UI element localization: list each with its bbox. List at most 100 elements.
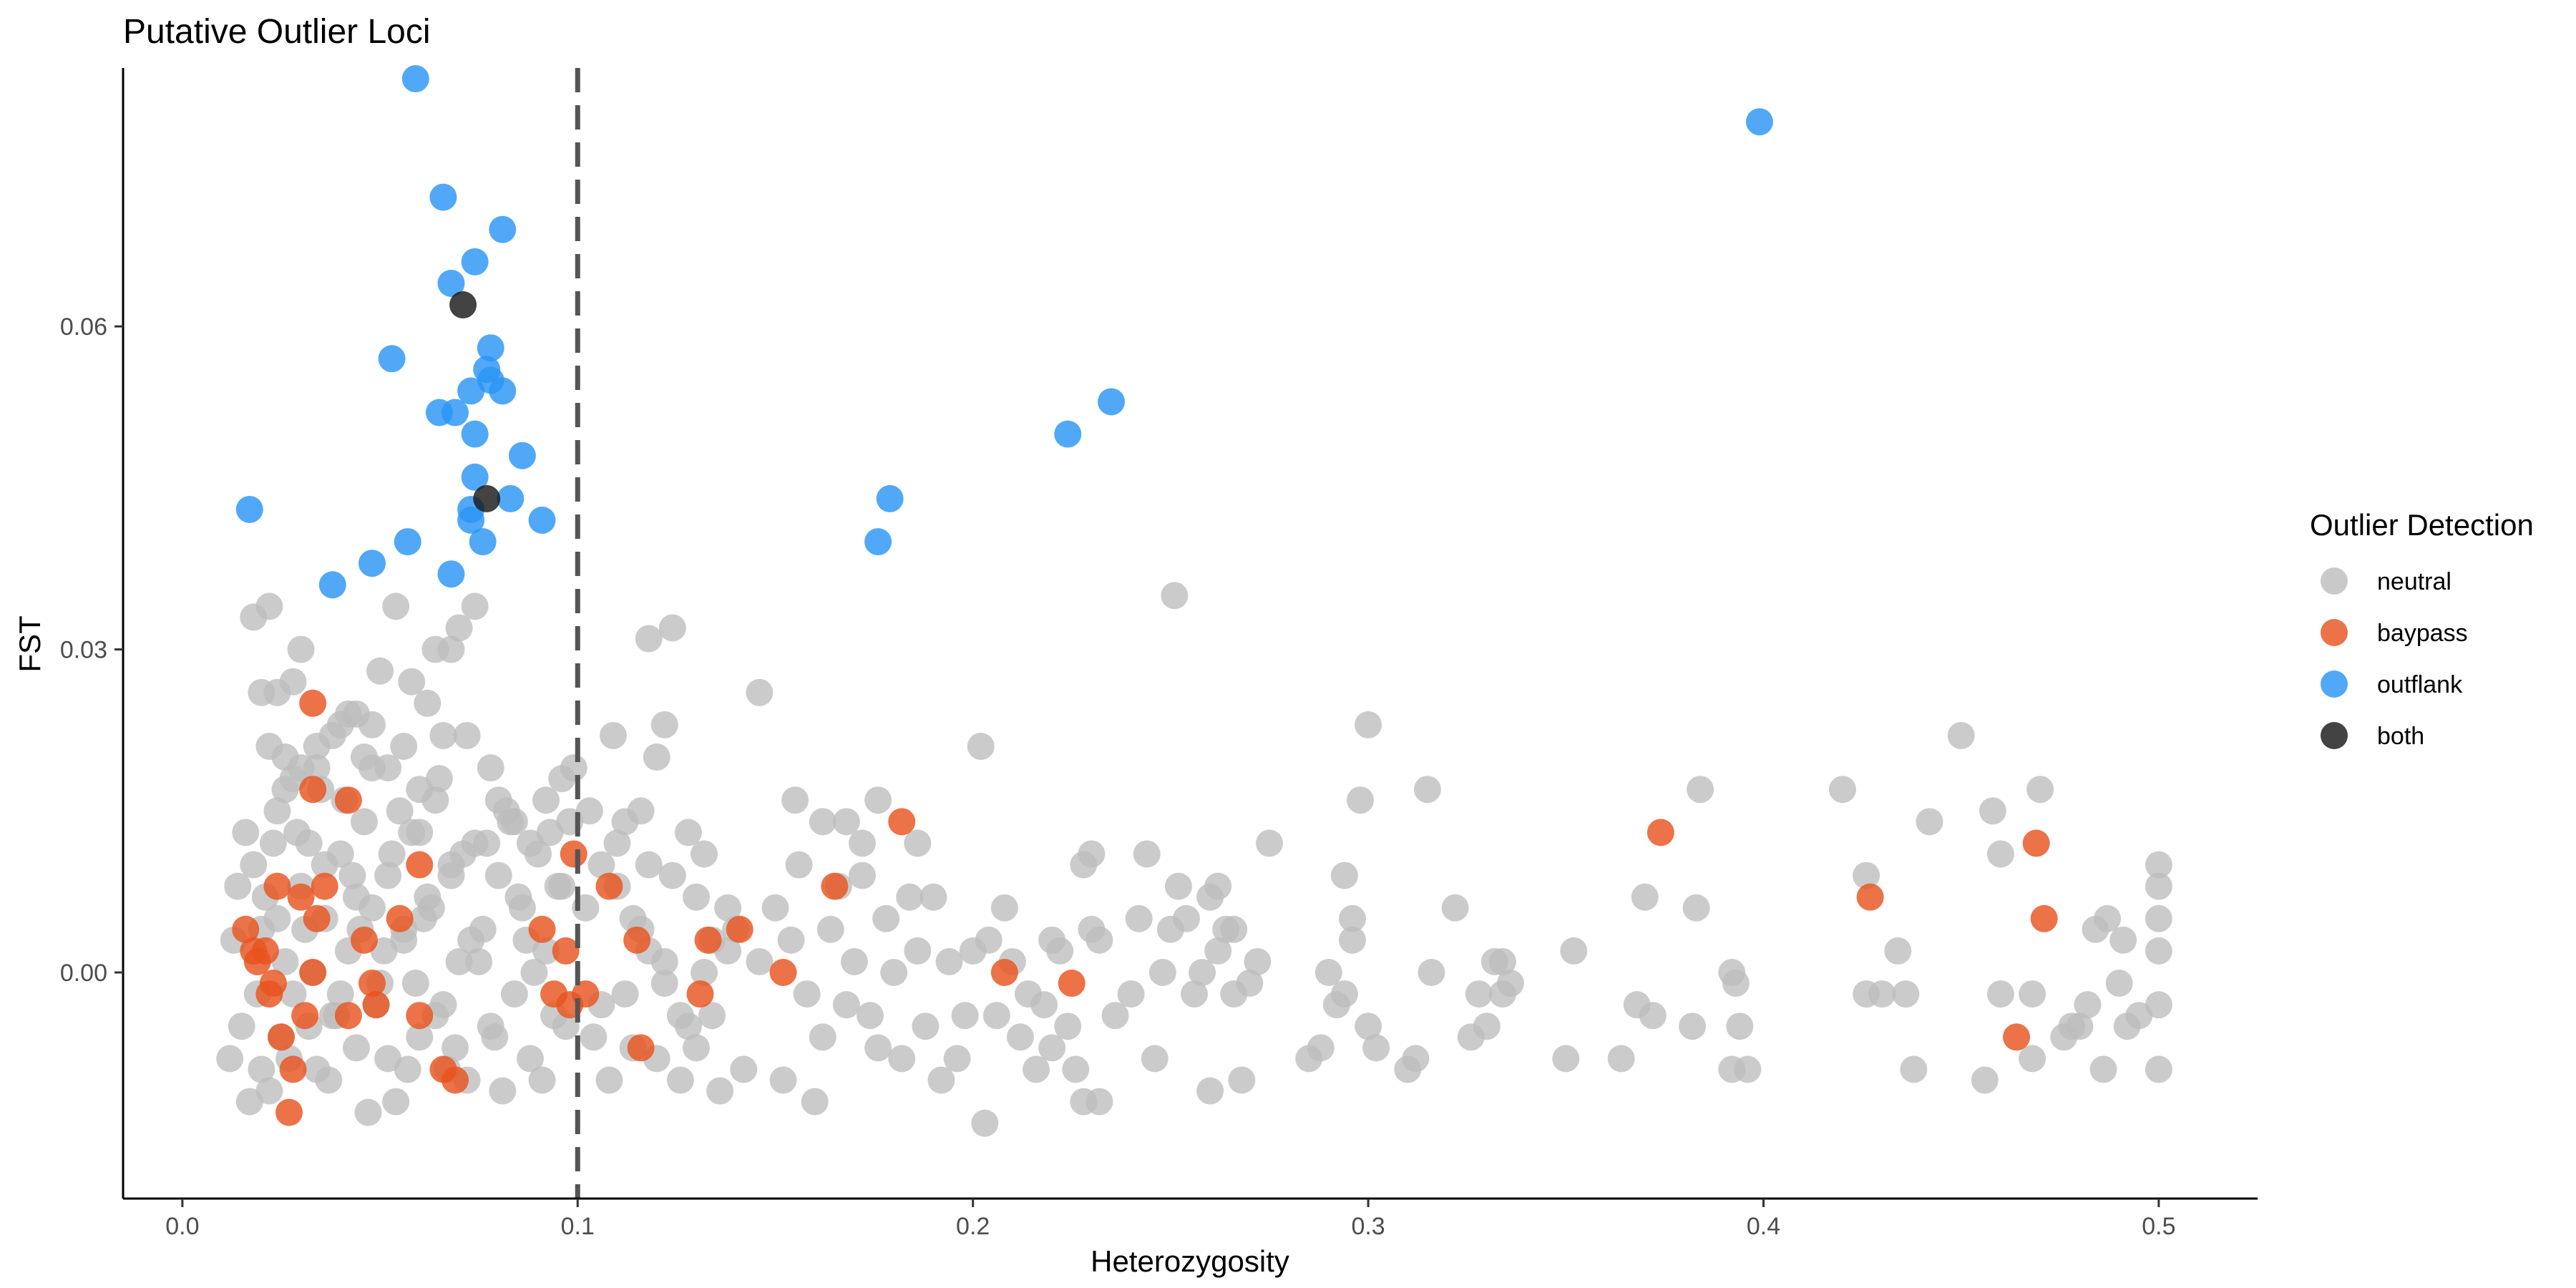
neutral-point: [2145, 937, 2172, 965]
neutral-point: [2109, 927, 2137, 954]
neutral-point: [952, 1002, 979, 1029]
neutral-point: [2026, 776, 2054, 803]
x-tick-label: 0.3: [1351, 1213, 1385, 1240]
outflank-point: [489, 377, 516, 404]
neutral-point: [418, 894, 445, 922]
neutral-point: [2145, 1055, 2172, 1083]
neutral-point: [1971, 1066, 1999, 1093]
neutral-point: [390, 733, 417, 760]
y-tick-label: 0.03: [60, 637, 107, 664]
neutral-point: [406, 819, 433, 846]
neutral-point: [1868, 980, 1896, 1008]
neutral-point: [967, 733, 995, 760]
neutral-point: [778, 927, 805, 954]
outflank-point: [402, 65, 429, 92]
neutral-point: [1734, 1055, 1761, 1083]
x-tick-label: 0.5: [2142, 1213, 2175, 1240]
neutral-point: [315, 1066, 342, 1093]
neutral-point: [379, 840, 406, 867]
neutral-point: [1196, 1078, 1224, 1105]
neutral-point: [1085, 1088, 1113, 1116]
neutral-point: [236, 1088, 263, 1116]
neutral-point: [643, 743, 670, 771]
outflank-point: [441, 399, 469, 426]
neutral-point: [781, 786, 809, 814]
neutral-point: [888, 1045, 915, 1072]
y-tick-label: 0.06: [60, 313, 107, 341]
neutral-point: [1631, 884, 1659, 911]
neutral-point: [1339, 905, 1366, 932]
neutral-point: [595, 1066, 623, 1093]
neutral-point: [1204, 873, 1231, 900]
neutral-point: [1473, 1013, 1501, 1040]
neutral-point: [402, 970, 429, 997]
outflank-point: [394, 528, 421, 555]
neutral-point: [1722, 970, 1750, 997]
neutral-point: [1560, 937, 1587, 965]
neutral-point: [683, 884, 710, 911]
neutral-point: [489, 1078, 516, 1105]
baypass-point: [311, 873, 338, 900]
neutral-point: [1892, 980, 1919, 1008]
neutral-point: [809, 808, 836, 835]
neutral-point: [919, 884, 947, 911]
neutral-point: [849, 829, 876, 857]
neutral-point: [481, 1023, 508, 1050]
baypass-point: [560, 840, 587, 867]
legend: Outlier Detection neutral baypass outflank…: [2310, 508, 2534, 750]
neutral-point: [936, 948, 963, 975]
neutral-point: [746, 679, 773, 706]
neutral-point: [1161, 582, 1188, 609]
neutral-point: [975, 927, 1002, 954]
outflank-point: [497, 485, 524, 512]
neutral-point: [1244, 948, 1271, 975]
outflank-point: [358, 550, 386, 577]
neutral-point: [849, 862, 876, 889]
neutral-point: [612, 808, 639, 835]
neutral-point: [1414, 776, 1441, 803]
baypass-point: [406, 852, 433, 879]
neutral-point: [255, 592, 283, 620]
neutral-point: [216, 1045, 243, 1072]
neutral-point: [454, 722, 481, 749]
baypass-point: [628, 1034, 655, 1061]
neutral-point: [504, 884, 532, 911]
neutral-point: [224, 873, 251, 900]
y-axis-ticks: 0.000.030.06: [60, 313, 123, 987]
neutral-point: [228, 1013, 255, 1040]
neutral-point: [1948, 722, 1975, 749]
neutral-point: [730, 1055, 757, 1083]
neutral-point: [2074, 991, 2101, 1018]
neutral-point: [1331, 862, 1358, 889]
neutral-point: [386, 797, 414, 824]
neutral-point: [1829, 776, 1856, 803]
legend-key-neutral: [2321, 567, 2348, 595]
neutral-point: [770, 1066, 797, 1093]
neutral-point: [343, 1034, 370, 1061]
neutral-point: [1979, 797, 2006, 824]
neutral-point: [1465, 980, 1493, 1008]
neutral-point: [1355, 1013, 1382, 1040]
baypass-point: [821, 873, 848, 900]
baypass-point: [252, 937, 279, 965]
baypass-point: [991, 959, 1018, 986]
neutral-point: [232, 819, 259, 846]
x-tick-label: 0.0: [165, 1213, 199, 1240]
legend-label-baypass: baypass: [2377, 620, 2468, 647]
neutral-point: [927, 1066, 955, 1093]
neutral-point: [1726, 1013, 1753, 1040]
x-axis-label: Heterozygosity: [1091, 1244, 1289, 1278]
baypass-point: [441, 1066, 469, 1093]
neutral-point: [1900, 1055, 1927, 1083]
neutral-point: [437, 862, 464, 889]
outflank-point: [437, 560, 464, 587]
neutral-point: [414, 690, 441, 717]
neutral-point: [1987, 840, 2014, 867]
neutral-point: [635, 625, 663, 653]
neutral-point: [600, 722, 627, 749]
neutral-point: [904, 937, 931, 965]
neutral-point: [1228, 1066, 1255, 1093]
neutral-point: [659, 862, 686, 889]
legend-label-outflank: outflank: [2377, 671, 2463, 698]
neutral-point: [473, 829, 500, 857]
